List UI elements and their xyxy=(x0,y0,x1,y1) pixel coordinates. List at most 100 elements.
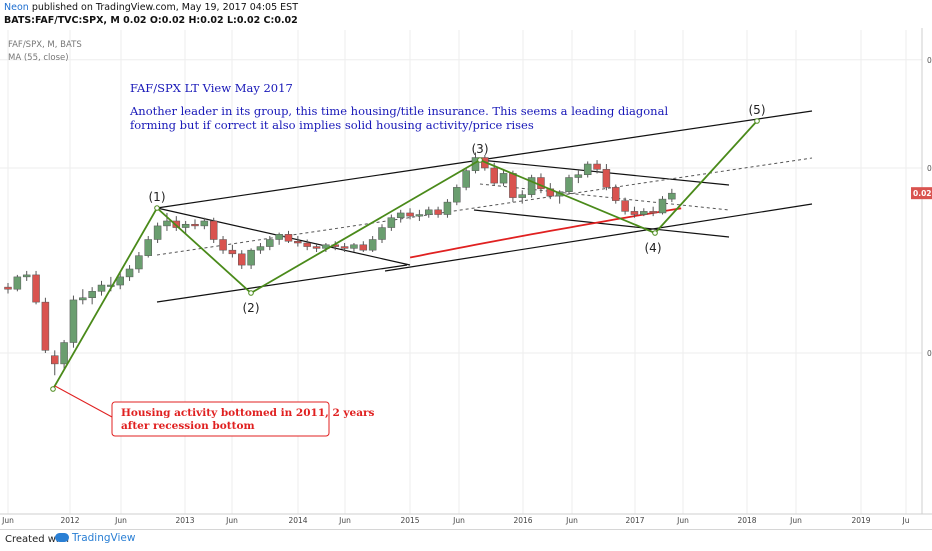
x-tick-label: Jun xyxy=(114,516,127,525)
candle-body xyxy=(518,194,526,198)
candle-body xyxy=(144,239,152,256)
candle-body xyxy=(116,276,124,286)
candle-body xyxy=(238,253,246,266)
wave-point xyxy=(477,157,483,163)
wave-label: (1) xyxy=(149,190,166,204)
price-badge-label: 0.02 xyxy=(913,189,932,198)
x-tick-label: 2016 xyxy=(513,516,532,525)
candle-body xyxy=(284,234,293,242)
candle-body xyxy=(209,220,218,240)
y-tick-label: 0.02 xyxy=(927,164,932,173)
candle-body xyxy=(593,163,601,170)
dashed-midline xyxy=(479,183,730,211)
gridlines xyxy=(0,30,922,514)
ma-line xyxy=(409,207,682,259)
wave-point xyxy=(754,118,760,124)
candle-body xyxy=(153,225,162,240)
x-tick-label: Jun xyxy=(1,516,14,525)
candle-body xyxy=(640,211,648,215)
trendline xyxy=(156,264,408,303)
callout-pointer xyxy=(54,385,113,418)
indicator-label[interactable]: MA (55, close) xyxy=(8,53,69,63)
candle-body xyxy=(658,198,667,214)
symbol-label: FAF/SPX, M, BATS xyxy=(8,40,82,50)
candle-body xyxy=(97,284,106,292)
x-tick-label: Jun xyxy=(338,516,351,525)
brand-text: TradingView xyxy=(72,532,136,544)
candle-body xyxy=(499,173,508,184)
author-link[interactable]: Neon xyxy=(4,2,29,13)
wave-label: (5) xyxy=(749,103,766,117)
tradingview-logo[interactable]: TradingView xyxy=(55,532,135,544)
candle-body xyxy=(574,174,583,178)
candle-body xyxy=(630,211,639,215)
x-tick-label: 2017 xyxy=(625,516,644,525)
x-tick-label: Jun xyxy=(225,516,238,525)
candle-body xyxy=(247,249,255,266)
candle-body xyxy=(13,276,22,290)
candle-body xyxy=(396,212,405,218)
callout-line-2: after recession bottom xyxy=(121,420,255,432)
trend-drawings xyxy=(156,110,813,303)
candle-body xyxy=(415,214,424,217)
candle-body xyxy=(135,255,143,270)
candle-body xyxy=(378,227,386,240)
candlesticks xyxy=(4,152,676,376)
created-with-text: Created with xyxy=(5,534,69,545)
candle-body xyxy=(60,342,68,365)
x-tick-label: Jun xyxy=(676,516,689,525)
price-chart[interactable]: FAF/SPX, M, BATS MA (55, close) (1) (2) (3… xyxy=(0,0,932,528)
candle-body xyxy=(340,246,349,249)
y-tick-label: 0.01 xyxy=(927,349,932,358)
candle-body xyxy=(350,244,358,249)
annotation-title: FAF/SPX LT View May 2017 xyxy=(130,81,293,95)
candle-body xyxy=(602,169,611,188)
publish-text: published on TradingView.com, May 19, 20… xyxy=(31,2,298,13)
footer: Created with TradingView xyxy=(0,529,932,551)
x-tick-label: 2015 xyxy=(400,516,419,525)
candle-body xyxy=(387,217,396,228)
candle-body xyxy=(490,167,498,184)
wave-label: (3) xyxy=(472,142,489,156)
x-tick-label: Jun xyxy=(452,516,465,525)
candle-body xyxy=(453,187,461,203)
x-tick-label: Jun xyxy=(565,516,578,525)
candle-body xyxy=(649,211,657,214)
candle-body xyxy=(312,246,321,249)
candle-body xyxy=(294,240,302,244)
candle-body xyxy=(462,170,470,188)
price-badge xyxy=(911,187,932,200)
wave-label: (2) xyxy=(243,301,260,315)
candle-body xyxy=(443,201,452,215)
ohlc-line: BATS:FAF/TVC:SPX, M 0.02 O:0.02 H:0.02 L… xyxy=(4,15,298,26)
callout-frame xyxy=(111,401,330,437)
wave-point xyxy=(652,230,658,236)
wave-point xyxy=(154,205,160,211)
x-tick-label: Jun xyxy=(789,516,802,525)
candle-body xyxy=(22,274,31,278)
candle-body xyxy=(565,177,573,192)
candle-body xyxy=(621,200,629,212)
candle-body xyxy=(219,239,227,251)
annotation-line-2: forming but if correct it also implies s… xyxy=(130,118,534,132)
candle-body xyxy=(88,291,96,298)
wave-label: (4) xyxy=(645,241,662,255)
candle-body xyxy=(368,239,377,251)
candle-body xyxy=(509,173,517,198)
x-tick-label: 2018 xyxy=(737,516,756,525)
wave-path xyxy=(52,120,758,390)
trendline xyxy=(156,159,481,209)
candle-body xyxy=(406,212,414,217)
moving-average xyxy=(409,207,682,259)
candle-body xyxy=(359,244,368,251)
y-tick-label: 0.03 xyxy=(927,56,932,65)
candle-body xyxy=(32,274,40,303)
trendline xyxy=(473,209,730,238)
trendline xyxy=(384,203,813,272)
candle-body xyxy=(191,223,199,227)
x-tick-label: 2019 xyxy=(851,516,870,525)
elliott-wave-path: (1) (2) (3) (4) (5) xyxy=(50,103,766,392)
callout-box[interactable]: Housing activity bottomed in 2011, 2 yea… xyxy=(54,385,375,437)
candle-body xyxy=(200,220,209,227)
dashed-midline xyxy=(156,157,813,256)
